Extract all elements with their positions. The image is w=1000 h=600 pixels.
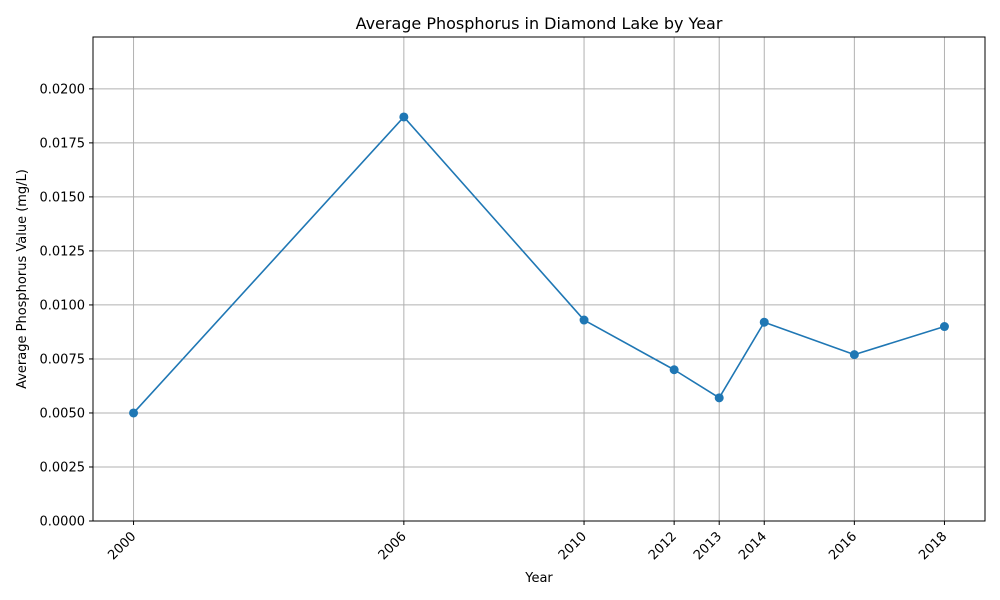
y-tick-label: 0.0000 <box>40 515 86 530</box>
y-tick-label: 0.0125 <box>40 244 86 259</box>
y-tick-label: 0.0050 <box>40 406 86 421</box>
data-point <box>579 315 589 325</box>
x-axis-label: Year <box>524 571 553 586</box>
y-tick-label: 0.0175 <box>40 136 86 151</box>
y-tick-label: 0.0100 <box>40 298 86 313</box>
data-point <box>714 393 724 403</box>
series-layer <box>129 112 949 418</box>
data-point <box>939 322 949 332</box>
y-tick-label: 0.0075 <box>40 352 86 367</box>
y-tick-label: 0.0150 <box>40 190 86 205</box>
y-tick-label: 0.0025 <box>40 460 86 475</box>
data-point <box>759 317 769 327</box>
series-line <box>132 116 945 414</box>
y-tick-label: 0.0200 <box>40 82 86 97</box>
data-point <box>129 408 139 418</box>
grid <box>93 37 985 522</box>
data-point <box>399 112 409 122</box>
data-point <box>849 350 859 360</box>
y-axis-label: Average Phosphorus Value (mg/L) <box>15 169 30 389</box>
chart-title: Average Phosphorus in Diamond Lake by Ye… <box>356 14 723 33</box>
plot-frame <box>92 36 986 522</box>
data-point <box>669 365 679 375</box>
